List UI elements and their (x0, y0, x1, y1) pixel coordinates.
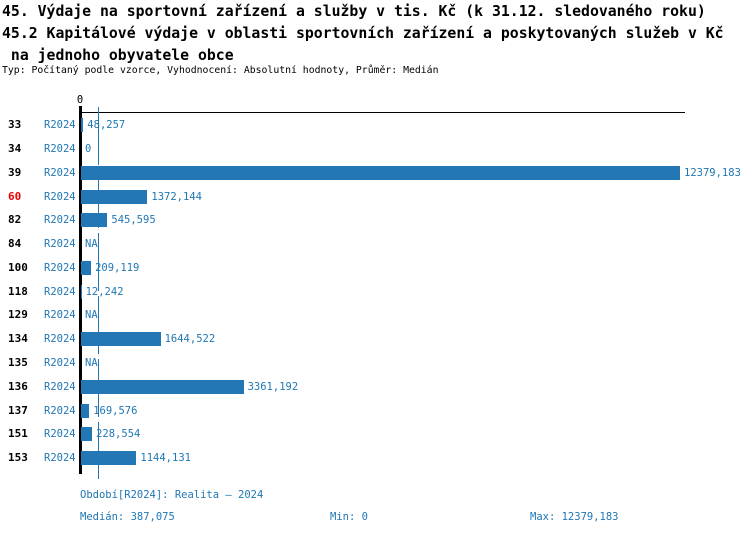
chart-row: 100 R2024 209,119 (0, 256, 750, 280)
chart-row: 151 R2024 228,554 (0, 422, 750, 446)
title-line-2: 45.2 Kapitálové výdaje v oblasti sportov… (2, 25, 724, 42)
row-value-label: 545,595 (111, 214, 156, 227)
row-series-label: R2024 (44, 214, 76, 227)
row-series-label: R2024 (44, 333, 76, 346)
row-bar (81, 427, 93, 442)
row-value-label: 1372,144 (151, 190, 202, 203)
row-category-label: 151 (8, 427, 28, 441)
chart-row: 129 R2024 NA (0, 304, 750, 328)
chart-row: 153 R2024 1144,131 (0, 446, 750, 470)
row-series-label: R2024 (44, 452, 76, 465)
axis-zero-label: 0 (76, 94, 84, 106)
row-bar (81, 332, 161, 347)
chart-meta: Typ: Počítaný podle vzorce, Vyhodnocení:… (2, 65, 439, 76)
row-series-label: R2024 (44, 143, 76, 156)
row-series-label: R2024 (44, 261, 76, 274)
row-bar (81, 189, 148, 204)
row-series-label: R2024 (44, 166, 76, 179)
x-axis-top-line (79, 112, 685, 113)
row-category-label: 84 (8, 237, 22, 251)
row-bar (81, 451, 137, 466)
row-series-label: R2024 (44, 356, 76, 369)
row-bar (81, 284, 82, 299)
title-line-3: na jednoho obyvatele obce (2, 47, 234, 64)
chart-row: 137 R2024 169,576 (0, 399, 750, 423)
row-value-label: NA (85, 356, 98, 369)
row-category-label: 82 (8, 213, 22, 227)
row-bar (81, 379, 244, 394)
chart-row: 134 R2024 1644,522 (0, 327, 750, 351)
chart-row: 82 R2024 545,595 (0, 208, 750, 232)
row-value-label: 48,257 (87, 119, 126, 132)
row-bar (81, 213, 108, 228)
row-value-label: 12379,183 (684, 166, 741, 179)
footer-min-label: Min: 0 (330, 511, 368, 523)
chart-row: 39 R2024 12379,183 (0, 161, 750, 185)
row-category-label: 134 (8, 332, 28, 346)
chart-row: 136 R2024 3361,192 (0, 375, 750, 399)
row-value-label: 0 (85, 143, 92, 156)
row-bar (81, 118, 84, 133)
title-line-1: 45. Výdaje na sportovní zařízení a služb… (2, 3, 706, 20)
row-value-label: 209,119 (95, 261, 140, 274)
row-series-label: R2024 (44, 285, 76, 298)
median-line (98, 107, 99, 479)
row-value-label: 1644,522 (164, 333, 216, 346)
row-bar (81, 165, 680, 180)
chart-row: 60 R2024 1372,144 (0, 185, 750, 209)
row-series-label: R2024 (44, 190, 76, 203)
row-value-label: NA (85, 309, 98, 322)
row-category-label: 39 (8, 165, 22, 179)
row-category-label: 34 (8, 142, 22, 156)
row-category-label: 60 (8, 189, 22, 203)
row-series-label: R2024 (44, 380, 76, 393)
y-axis-line (79, 106, 82, 474)
row-series-label: R2024 (44, 238, 76, 251)
row-value-label: 1144,131 (140, 452, 191, 465)
row-category-label: 129 (8, 308, 28, 322)
row-value-label: 169,576 (93, 404, 138, 417)
row-series-label: R2024 (44, 119, 76, 132)
row-series-label: R2024 (44, 428, 76, 441)
chart-row: 34 R2024 0 (0, 137, 750, 161)
row-category-label: 137 (8, 403, 28, 417)
row-category-label: 153 (8, 451, 28, 465)
row-category-label: 135 (8, 355, 28, 369)
row-value-label: 228,554 (96, 428, 141, 441)
row-value-label: 12,242 (85, 285, 124, 298)
row-bar (81, 260, 92, 275)
row-bar (81, 403, 90, 418)
chart-row: 118 R2024 12,242 (0, 280, 750, 304)
row-category-label: 100 (8, 260, 28, 274)
footer-median-label: Medián: 387,075 (80, 511, 175, 523)
chart-row: 84 R2024 NA (0, 232, 750, 256)
footer-max-label: Max: 12379,183 (530, 511, 619, 523)
chart-row: 135 R2024 NA (0, 351, 750, 375)
footer-period-label: Období[R2024]: Realita – 2024 (80, 489, 264, 501)
row-category-label: 118 (8, 284, 28, 298)
chart-row: 33 R2024 48,257 (0, 113, 750, 137)
row-series-label: R2024 (44, 309, 76, 322)
row-value-label: 3361,192 (247, 380, 299, 393)
row-series-label: R2024 (44, 404, 76, 417)
row-category-label: 33 (8, 118, 22, 132)
row-category-label: 136 (8, 379, 28, 393)
row-value-label: NA (85, 238, 98, 251)
